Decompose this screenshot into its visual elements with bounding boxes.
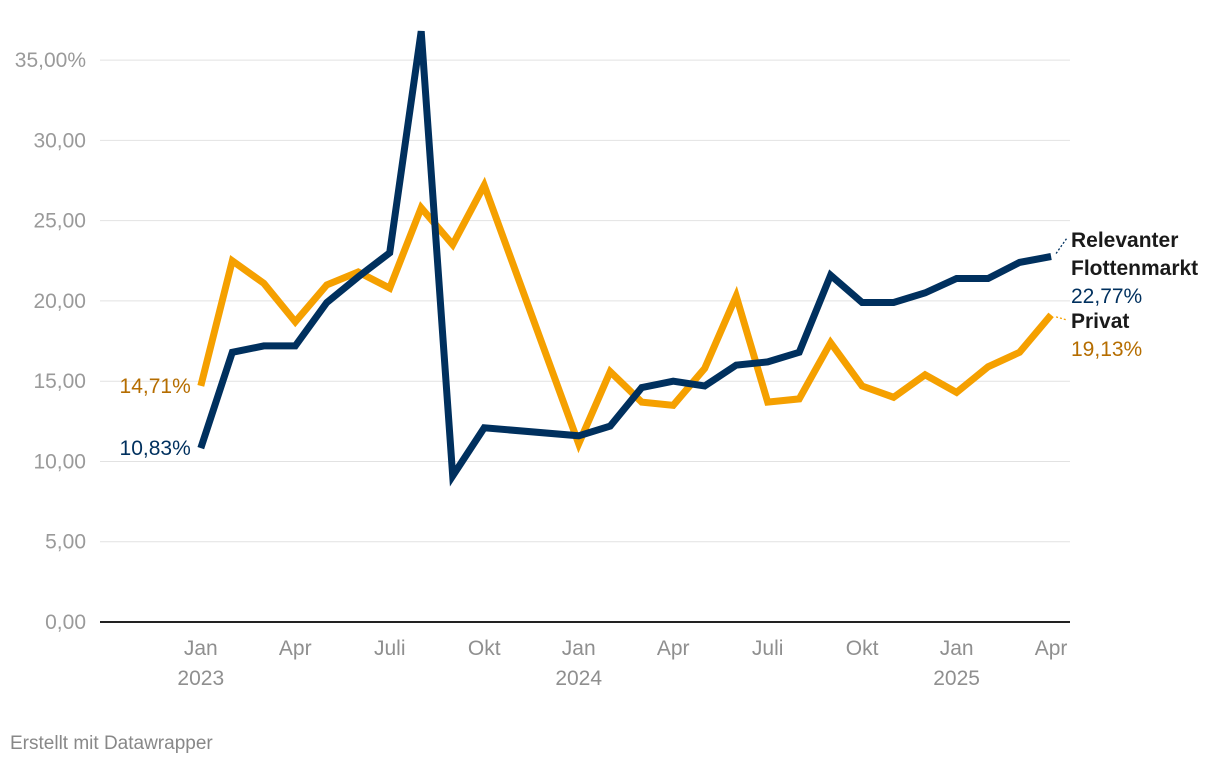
series-line-relevanter-flottenmarkt bbox=[197, 30, 1052, 487]
y-tick-label: 10,00 bbox=[33, 450, 86, 473]
x-tick-label: Okt bbox=[846, 637, 879, 660]
end-value-label: 19,13% bbox=[1071, 338, 1142, 361]
line-chart: 0,00 5,00 10,00 15,00 20,00 25,00 30,00 35,00% J… bbox=[15, 30, 1198, 690]
x-tick-year-label: 2023 bbox=[177, 667, 224, 690]
x-tick-label: Apr bbox=[1035, 637, 1068, 660]
x-tick-label: Okt bbox=[468, 637, 501, 660]
x-tick-year-label: 2024 bbox=[555, 667, 602, 690]
label-leader-line bbox=[1055, 316, 1068, 321]
y-tick-label: 25,00 bbox=[33, 210, 86, 233]
label-leader-line bbox=[1055, 237, 1068, 254]
x-tick-year-label: 2025 bbox=[933, 667, 980, 690]
series-name-label: Flottenmarkt bbox=[1071, 257, 1198, 280]
y-tick-label: 5,00 bbox=[45, 531, 86, 554]
x-tick-label: Apr bbox=[657, 637, 690, 660]
y-tick-label: 35,00% bbox=[15, 49, 86, 72]
x-tick-label: Jan bbox=[184, 637, 218, 660]
series-name-label: Privat bbox=[1071, 310, 1129, 333]
start-value-label: 14,71% bbox=[120, 375, 191, 398]
y-tick-label: 0,00 bbox=[45, 611, 86, 634]
series-name-label: Relevanter bbox=[1071, 229, 1178, 252]
x-tick-label: Apr bbox=[279, 637, 312, 660]
series-line-privat bbox=[197, 176, 1054, 454]
x-tick-label: Juli bbox=[752, 637, 784, 660]
x-tick-label: Juli bbox=[374, 637, 406, 660]
x-tick-label: Jan bbox=[562, 637, 596, 660]
y-tick-label: 30,00 bbox=[33, 129, 86, 152]
y-tick-label: 20,00 bbox=[33, 290, 86, 313]
footer-credit: Erstellt mit Datawrapper bbox=[10, 733, 213, 754]
end-value-label: 22,77% bbox=[1071, 285, 1142, 308]
x-tick-label: Jan bbox=[940, 637, 974, 660]
start-value-label: 10,83% bbox=[120, 437, 191, 460]
y-tick-label: 15,00 bbox=[33, 370, 86, 393]
